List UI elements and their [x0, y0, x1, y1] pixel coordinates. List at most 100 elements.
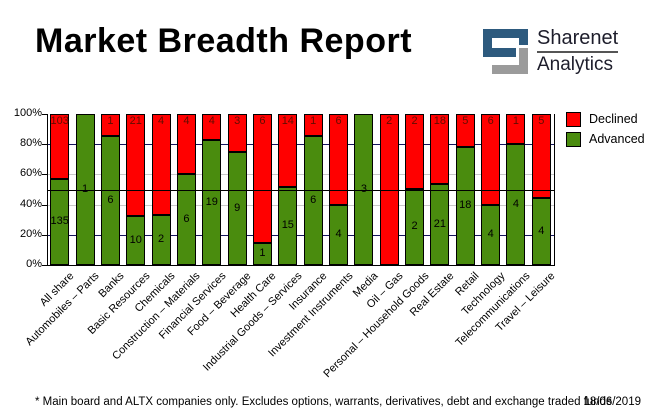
y-axis-label: 100% — [13, 107, 42, 119]
chart-legend: Declined Advanced — [566, 112, 645, 147]
bar-value-advanced: 4 — [512, 198, 520, 210]
bar-segment-declined — [532, 114, 551, 198]
bar-value-advanced: 1 — [81, 183, 89, 195]
bar-segment-advanced — [405, 189, 424, 265]
bar-segment-advanced — [329, 205, 348, 265]
bar-value-declined: 4 — [208, 115, 215, 127]
bar-segment-advanced — [278, 187, 297, 265]
legend-item-advanced: Advanced — [566, 132, 645, 147]
bar-value-advanced: 6 — [107, 194, 114, 206]
bar-segment-declined — [329, 114, 348, 205]
legend-label-declined: Declined — [589, 112, 638, 126]
bar-segment-advanced — [253, 243, 272, 265]
bar-value-advanced: 15 — [281, 219, 294, 231]
bar-segment-advanced — [177, 174, 196, 265]
bar-value-advanced: 10 — [129, 234, 142, 246]
bar-value-advanced: 6 — [310, 194, 317, 206]
bar-value-declined: 5 — [538, 115, 545, 127]
y-axis-tick — [42, 174, 47, 175]
bar-value-declined: 2 — [386, 115, 393, 127]
logo-line-sharenet: Sharenet — [537, 27, 619, 53]
bar-segment-advanced — [228, 152, 247, 265]
x-axis-line — [47, 265, 555, 266]
bar-segment-advanced — [304, 136, 323, 265]
bar-segment-advanced — [126, 216, 145, 265]
y-axis-tick — [42, 235, 47, 236]
bar-value-declined: 1 — [512, 115, 520, 127]
y-axis-label: 40% — [19, 198, 42, 210]
bar-segment-advanced — [76, 114, 95, 265]
bar-value-advanced: 2 — [158, 233, 165, 245]
logo-text: Sharenet Analytics — [537, 27, 619, 76]
y-axis-label: 80% — [19, 137, 42, 149]
y-axis-tick — [42, 205, 47, 206]
bar-segment-advanced — [456, 147, 475, 265]
gridline — [48, 205, 554, 206]
gridline — [48, 174, 554, 175]
page-title: Market Breadth Report — [35, 22, 413, 60]
y-axis-tick — [42, 114, 47, 115]
bar-value-advanced: 2 — [411, 220, 418, 232]
bar-value-declined: 1 — [107, 115, 114, 127]
bar-value-advanced: 3 — [360, 183, 367, 195]
bar-value-advanced: 135 — [50, 215, 69, 227]
bar-segment-declined — [101, 114, 120, 136]
bar-value-advanced: 9 — [234, 202, 241, 214]
bar-value-declined: 6 — [259, 115, 266, 127]
y-axis-tick — [42, 265, 47, 266]
bar-segment-declined — [405, 114, 424, 189]
bar-segment-advanced — [481, 205, 500, 265]
bar-value-declined: 5 — [462, 115, 469, 127]
report-date: 18/06/2019 — [583, 396, 641, 408]
bar-segment-advanced — [101, 136, 120, 265]
bar-segment-declined — [177, 114, 196, 174]
bar-value-advanced: 4 — [487, 228, 494, 240]
bar-segment-advanced — [532, 198, 551, 265]
gridline — [48, 144, 554, 145]
bar-value-advanced: 19 — [205, 196, 218, 208]
y-axis-label: 20% — [19, 228, 42, 240]
bar-value-declined: 4 — [183, 115, 190, 127]
y-axis-label: 0% — [26, 258, 42, 270]
bar-value-declined: 1 — [310, 115, 317, 127]
y-axis-tick — [42, 144, 47, 145]
y-axis-label: 60% — [19, 167, 42, 179]
footnote: * Main board and ALTX companies only. Ex… — [35, 396, 612, 408]
y-axis-line — [47, 114, 48, 266]
sharenet-logo-icon — [483, 29, 528, 74]
fifty-percent-line — [47, 190, 555, 191]
bar-segment-declined — [126, 114, 145, 216]
bar-segment-declined — [430, 114, 449, 184]
bar-segment-declined — [253, 114, 272, 243]
bar-value-advanced: 21 — [433, 218, 447, 230]
bar-segment-advanced — [152, 215, 171, 265]
bar-segment-advanced — [506, 144, 525, 265]
bar-value-advanced: 6 — [183, 213, 190, 225]
bar-value-declined: 21 — [129, 115, 142, 127]
bar-segment-declined — [152, 114, 171, 215]
bar-segment-declined — [202, 114, 221, 140]
declined-color-swatch — [566, 112, 581, 127]
bar-segment-advanced — [202, 140, 221, 265]
bar-segment-declined — [380, 114, 399, 265]
advanced-color-swatch — [566, 132, 581, 147]
bar-segment-declined — [506, 114, 525, 144]
bar-value-declined: 4 — [158, 115, 165, 127]
bar-value-declined: 18 — [433, 115, 447, 127]
bar-segment-advanced — [354, 114, 373, 265]
gridline — [48, 235, 554, 236]
bar-value-declined: 6 — [487, 115, 494, 127]
bar-value-declined: 103 — [50, 115, 69, 127]
bar-value-declined: 14 — [281, 115, 294, 127]
bar-value-advanced: 4 — [335, 228, 342, 240]
bar-segment-declined — [456, 114, 475, 147]
bar-segment-declined — [278, 114, 297, 187]
bar-value-advanced: 18 — [459, 199, 472, 211]
bar-value-advanced: 4 — [538, 225, 545, 237]
sharenet-analytics-logo: Sharenet Analytics — [483, 27, 619, 76]
bar-value-declined: 6 — [335, 115, 342, 127]
bar-value-declined: 2 — [411, 115, 418, 127]
logo-line-analytics: Analytics — [537, 54, 614, 75]
